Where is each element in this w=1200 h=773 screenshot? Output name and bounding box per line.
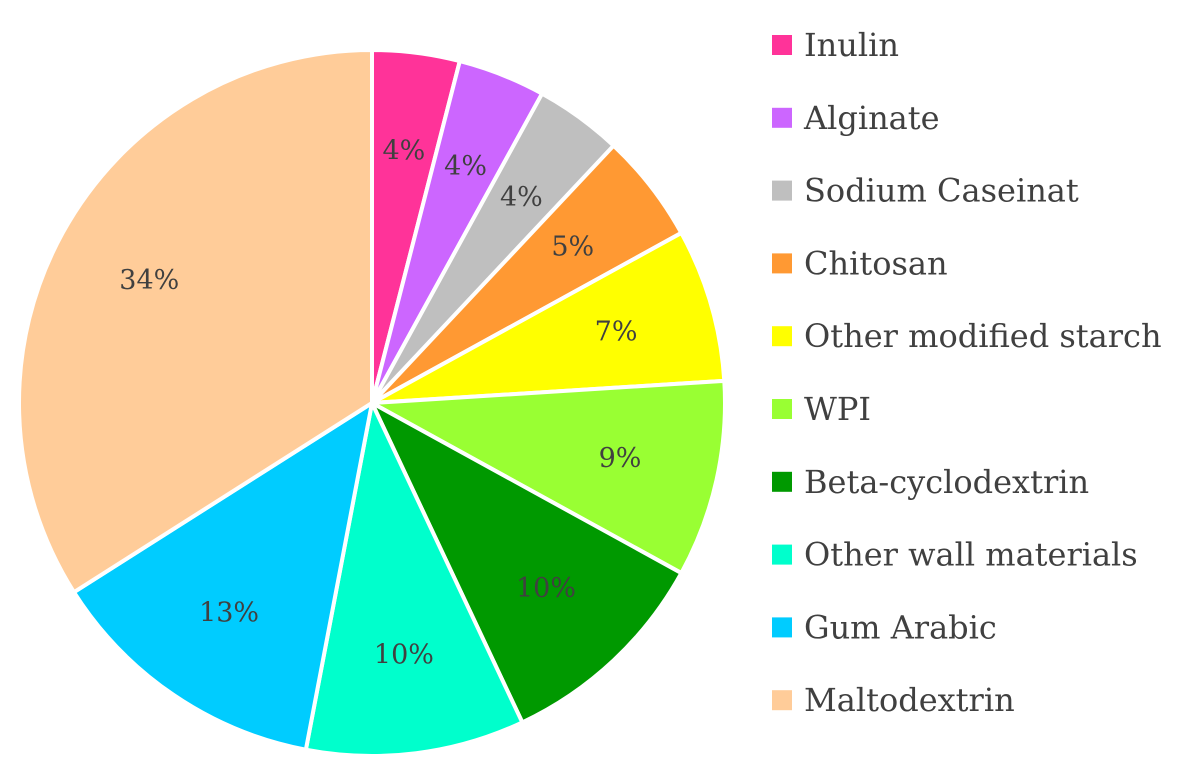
legend-label: Other modified starch <box>804 317 1162 355</box>
legend-swatch <box>772 107 792 128</box>
legend-item: Gum Arabic <box>772 608 997 646</box>
legend-item: WPI <box>772 390 871 428</box>
legend-swatch <box>772 544 792 565</box>
legend-label: Sodium Caseinat <box>804 172 1079 210</box>
legend-swatch <box>772 326 792 347</box>
percent-label: 7% <box>595 317 638 348</box>
legend-swatch <box>772 617 792 638</box>
legend-swatch <box>772 180 792 201</box>
pie-slices <box>16 48 727 758</box>
pie-slice-gum-arabic <box>71 401 374 752</box>
pie-percent-labels: 4% 4% 4% 5% 7% 9% 10% 10% 13% 34% <box>119 135 641 670</box>
legend-item: Beta-cyclodextrin <box>772 463 1089 501</box>
legend-label: Beta-cyclodextrin <box>804 463 1089 501</box>
percent-label: 4% <box>444 151 487 182</box>
pie-slice-beta-cyclodextrin <box>370 401 684 725</box>
legend-item: Inulin <box>772 26 899 64</box>
legend-label: Gum Arabic <box>804 608 997 646</box>
legend-label: WPI <box>804 390 871 428</box>
legend-label: Inulin <box>804 26 899 64</box>
legend-label: Alginate <box>803 99 940 137</box>
percent-label: 13% <box>199 598 259 629</box>
legend-label: Chitosan <box>804 244 948 282</box>
pie-slice-other-wall-materials <box>303 401 525 758</box>
legend-item: Alginate <box>772 99 940 137</box>
legend: Inulin Alginate Sodium Caseinat Chitosan Oth… <box>772 26 1162 719</box>
legend-item: Sodium Caseinat <box>772 172 1079 210</box>
legend-item: Other wall materials <box>772 536 1138 574</box>
percent-label: 10% <box>516 573 576 604</box>
legend-swatch <box>772 471 792 492</box>
pie-slice-maltodextrin <box>16 48 374 595</box>
percent-label: 10% <box>374 640 434 671</box>
legend-label: Other wall materials <box>804 536 1138 574</box>
percent-label: 4% <box>500 182 543 213</box>
legend-item: Other modified starch <box>772 317 1162 355</box>
legend-item: Chitosan <box>772 244 948 282</box>
pie-slice-other-modified-starch <box>370 230 727 405</box>
legend-item: Maltodextrin <box>772 681 1015 719</box>
percent-label: 34% <box>119 265 179 296</box>
percent-label: 4% <box>382 135 425 166</box>
percent-label: 9% <box>599 443 642 474</box>
legend-label: Maltodextrin <box>804 681 1015 719</box>
percent-label: 5% <box>551 232 594 263</box>
legend-swatch <box>772 690 792 711</box>
pie-slice-wpi <box>370 378 727 576</box>
legend-swatch <box>772 35 792 55</box>
legend-swatch <box>772 399 792 419</box>
legend-swatch <box>772 253 792 274</box>
